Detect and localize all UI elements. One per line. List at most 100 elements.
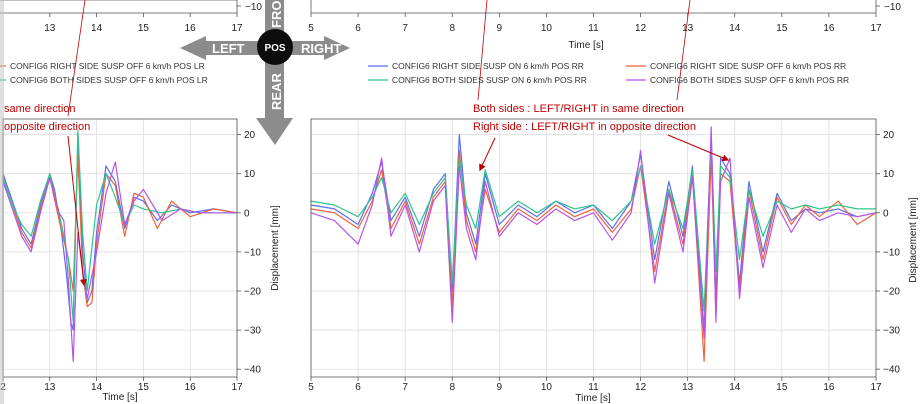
tr-x-tick-label: 7 xyxy=(402,23,408,34)
legend-right-entry: CONFIG6 RIGHT SIDE SUSP ON 6 km/h POS RR xyxy=(392,61,584,71)
br-y-tick-label: 20 xyxy=(883,130,895,141)
bl-y-tick-label: 20 xyxy=(244,130,256,141)
tr-x-tick-label: 17 xyxy=(870,23,882,34)
top-right-y-ticks: −10 xyxy=(876,2,901,13)
tr-x-tick-label: 12 xyxy=(635,23,647,34)
tl-x-tick-label: 16 xyxy=(185,23,197,34)
br-x-tick-label: 12 xyxy=(635,382,647,393)
arrow-front-label: FRO xyxy=(269,1,284,28)
bottom-right-x-axis-label: Time [s] xyxy=(575,393,610,404)
br-x-tick-label: 11 xyxy=(588,382,599,393)
tl-y-tick-label: −10 xyxy=(245,2,262,13)
tr-x-tick-label: 9 xyxy=(497,23,503,34)
tl-x-tick-label: 15 xyxy=(138,23,150,34)
tr-x-tick-label: 6 xyxy=(355,23,361,34)
arrow-right-label: RIGHT xyxy=(301,41,342,56)
bottom-right-y-ticks: −40 −30 −20 −10 0 10 20 xyxy=(876,130,900,376)
annotation-arrow-left-same xyxy=(67,0,86,117)
top-right-x-ticks: 5 6 7 8 9 10 11 12 13 14 15 16 17 xyxy=(308,13,882,34)
br-x-tick-label: 13 xyxy=(682,382,694,393)
br-x-tick-label: 5 xyxy=(308,382,314,393)
br-x-tick-label: 8 xyxy=(449,382,455,393)
arrow-down-shape xyxy=(256,56,293,145)
bl-x-tick-label: 16 xyxy=(185,382,197,393)
legend-right-entry: CONFIG6 BOTH SIDES SUSP ON 6 km/h POS RR xyxy=(392,75,587,85)
br-x-tick-label: 10 xyxy=(541,382,553,393)
br-y-tick-label: −10 xyxy=(883,247,900,258)
bl-x-tick-label: 17 xyxy=(231,382,243,393)
annotation-left-same: same direction xyxy=(4,103,76,115)
br-x-tick-label: 7 xyxy=(402,382,408,393)
annotation-right-side: Right side : LEFT/RIGHT in opposite dire… xyxy=(473,121,696,133)
tr-x-tick-label: 14 xyxy=(729,23,741,34)
legend-left-entry: CONFIG6 RIGHT SIDE SUSP OFF 6 km/h POS L… xyxy=(10,61,205,71)
annotation-arrow-right-single xyxy=(667,134,730,162)
annotation-arrow-left-opposite xyxy=(67,135,87,287)
br-series-susp_off_right xyxy=(310,149,877,362)
annotations: Both sides : LEFT/RIGHT in same directio… xyxy=(4,0,730,287)
bottom-right-x-ticks: 5 6 7 8 9 10 11 12 13 14 15 16 17 xyxy=(308,377,882,393)
tr-x-tick-label: 13 xyxy=(682,23,694,34)
br-x-tick-label: 17 xyxy=(870,382,882,393)
bl-y-tick-label: −30 xyxy=(244,326,261,337)
br-series-susp_on_right xyxy=(310,134,877,331)
legend-left: CONFIG6 RIGHT SIDE SUSP OFF 6 km/h POS L… xyxy=(0,61,208,85)
bottom-right-y-axis-label: Displacement [mm] xyxy=(908,197,919,283)
annotation-both-sides: Both sides : LEFT/RIGHT in same directio… xyxy=(473,103,684,115)
tr-y-tick-label: −10 xyxy=(884,2,901,13)
legend-right: CONFIG6 RIGHT SIDE SUSP ON 6 km/h POS RR… xyxy=(368,61,849,85)
br-x-tick-label: 16 xyxy=(823,382,835,393)
bl-series-susp_off_right xyxy=(2,153,238,308)
left-edge-shade xyxy=(0,0,4,404)
br-y-tick-label: −30 xyxy=(883,326,900,337)
bl-y-tick-label: −10 xyxy=(244,247,261,258)
legend-right-entry: CONFIG6 BOTH SIDES SUSP OFF 6 km/h POS R… xyxy=(650,75,849,85)
annotation-left-opposite: opposite direction xyxy=(4,121,90,133)
direction-indicator: LEFT RIGHT POS REAR FRO xyxy=(180,0,350,145)
bottom-right-series xyxy=(310,126,877,362)
br-x-tick-label: 14 xyxy=(729,382,741,393)
tr-x-tick-label: 5 xyxy=(308,23,314,34)
tr-x-tick-label: 8 xyxy=(449,23,455,34)
br-y-tick-label: −40 xyxy=(883,365,900,376)
legend-left-entry: CONFIG6 BOTH SIDES SUSP OFF 6 km/h POS L… xyxy=(10,75,208,85)
bottom-left-y-axis-label: Displacement [mm] xyxy=(270,205,281,291)
top-right-chart: 5 6 7 8 9 10 11 12 13 14 15 16 17 −10 Time [s] xyxy=(308,0,901,51)
bl-y-tick-label: −20 xyxy=(244,287,261,298)
annotation-arrow-right-both xyxy=(479,137,496,172)
tr-x-tick-label: 10 xyxy=(541,23,553,34)
br-y-tick-label: 10 xyxy=(883,169,895,180)
arrow-left-shape xyxy=(180,36,262,60)
bottom-left-grid xyxy=(2,119,238,377)
tr-x-tick-label: 16 xyxy=(823,23,835,34)
bl-y-tick-label: −40 xyxy=(244,365,261,376)
br-x-tick-label: 6 xyxy=(355,382,361,393)
br-series-susp_on_both xyxy=(310,137,876,312)
pos-label: POS xyxy=(264,43,285,54)
br-y-tick-label: −20 xyxy=(883,287,900,298)
tr-x-tick-label: 15 xyxy=(776,23,788,34)
bl-x-tick-label: 14 xyxy=(91,382,103,393)
bl-x-tick-label: 15 xyxy=(138,382,150,393)
top-left-y-ticks: −10 xyxy=(237,2,262,13)
bl-series-susp_on_right xyxy=(2,134,238,331)
bottom-left-x-axis-label: Time [s] xyxy=(102,392,137,403)
br-y-tick-label: 0 xyxy=(883,208,889,219)
bottom-left-series xyxy=(2,130,238,362)
annotation-arrow-top-right-2 xyxy=(676,0,691,101)
bl-x-tick-label: 13 xyxy=(44,382,56,393)
bl-y-tick-label: 10 xyxy=(244,169,256,180)
bl-y-tick-label: 0 xyxy=(244,208,250,219)
tl-x-tick-label: 14 xyxy=(91,23,103,34)
legend-right-entry: CONFIG6 RIGHT SIDE SUSP OFF 6 km/h POS R… xyxy=(650,61,846,71)
bottom-right-chart: 5 6 7 8 9 10 11 12 13 14 15 16 17 −40−30−20−1001020 … xyxy=(308,118,919,404)
top-left-x-ticks: 13 14 15 16 17 xyxy=(44,13,243,34)
br-x-tick-label: 15 xyxy=(776,382,788,393)
arrow-left-label: LEFT xyxy=(212,41,245,56)
tr-x-tick-label: 11 xyxy=(588,23,599,34)
br-x-tick-label: 9 xyxy=(497,382,503,393)
top-left-chart: 13 14 15 16 17 −10 xyxy=(0,0,262,34)
